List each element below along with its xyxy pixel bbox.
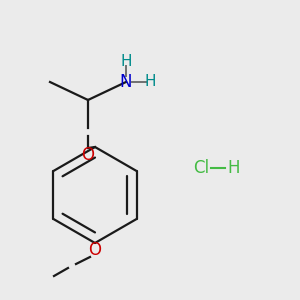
Text: H: H bbox=[120, 55, 132, 70]
Text: O: O bbox=[82, 146, 94, 164]
Text: O: O bbox=[88, 241, 101, 259]
Text: Cl: Cl bbox=[193, 159, 209, 177]
Text: N: N bbox=[120, 73, 132, 91]
Text: H: H bbox=[227, 159, 239, 177]
Text: H: H bbox=[144, 74, 156, 89]
